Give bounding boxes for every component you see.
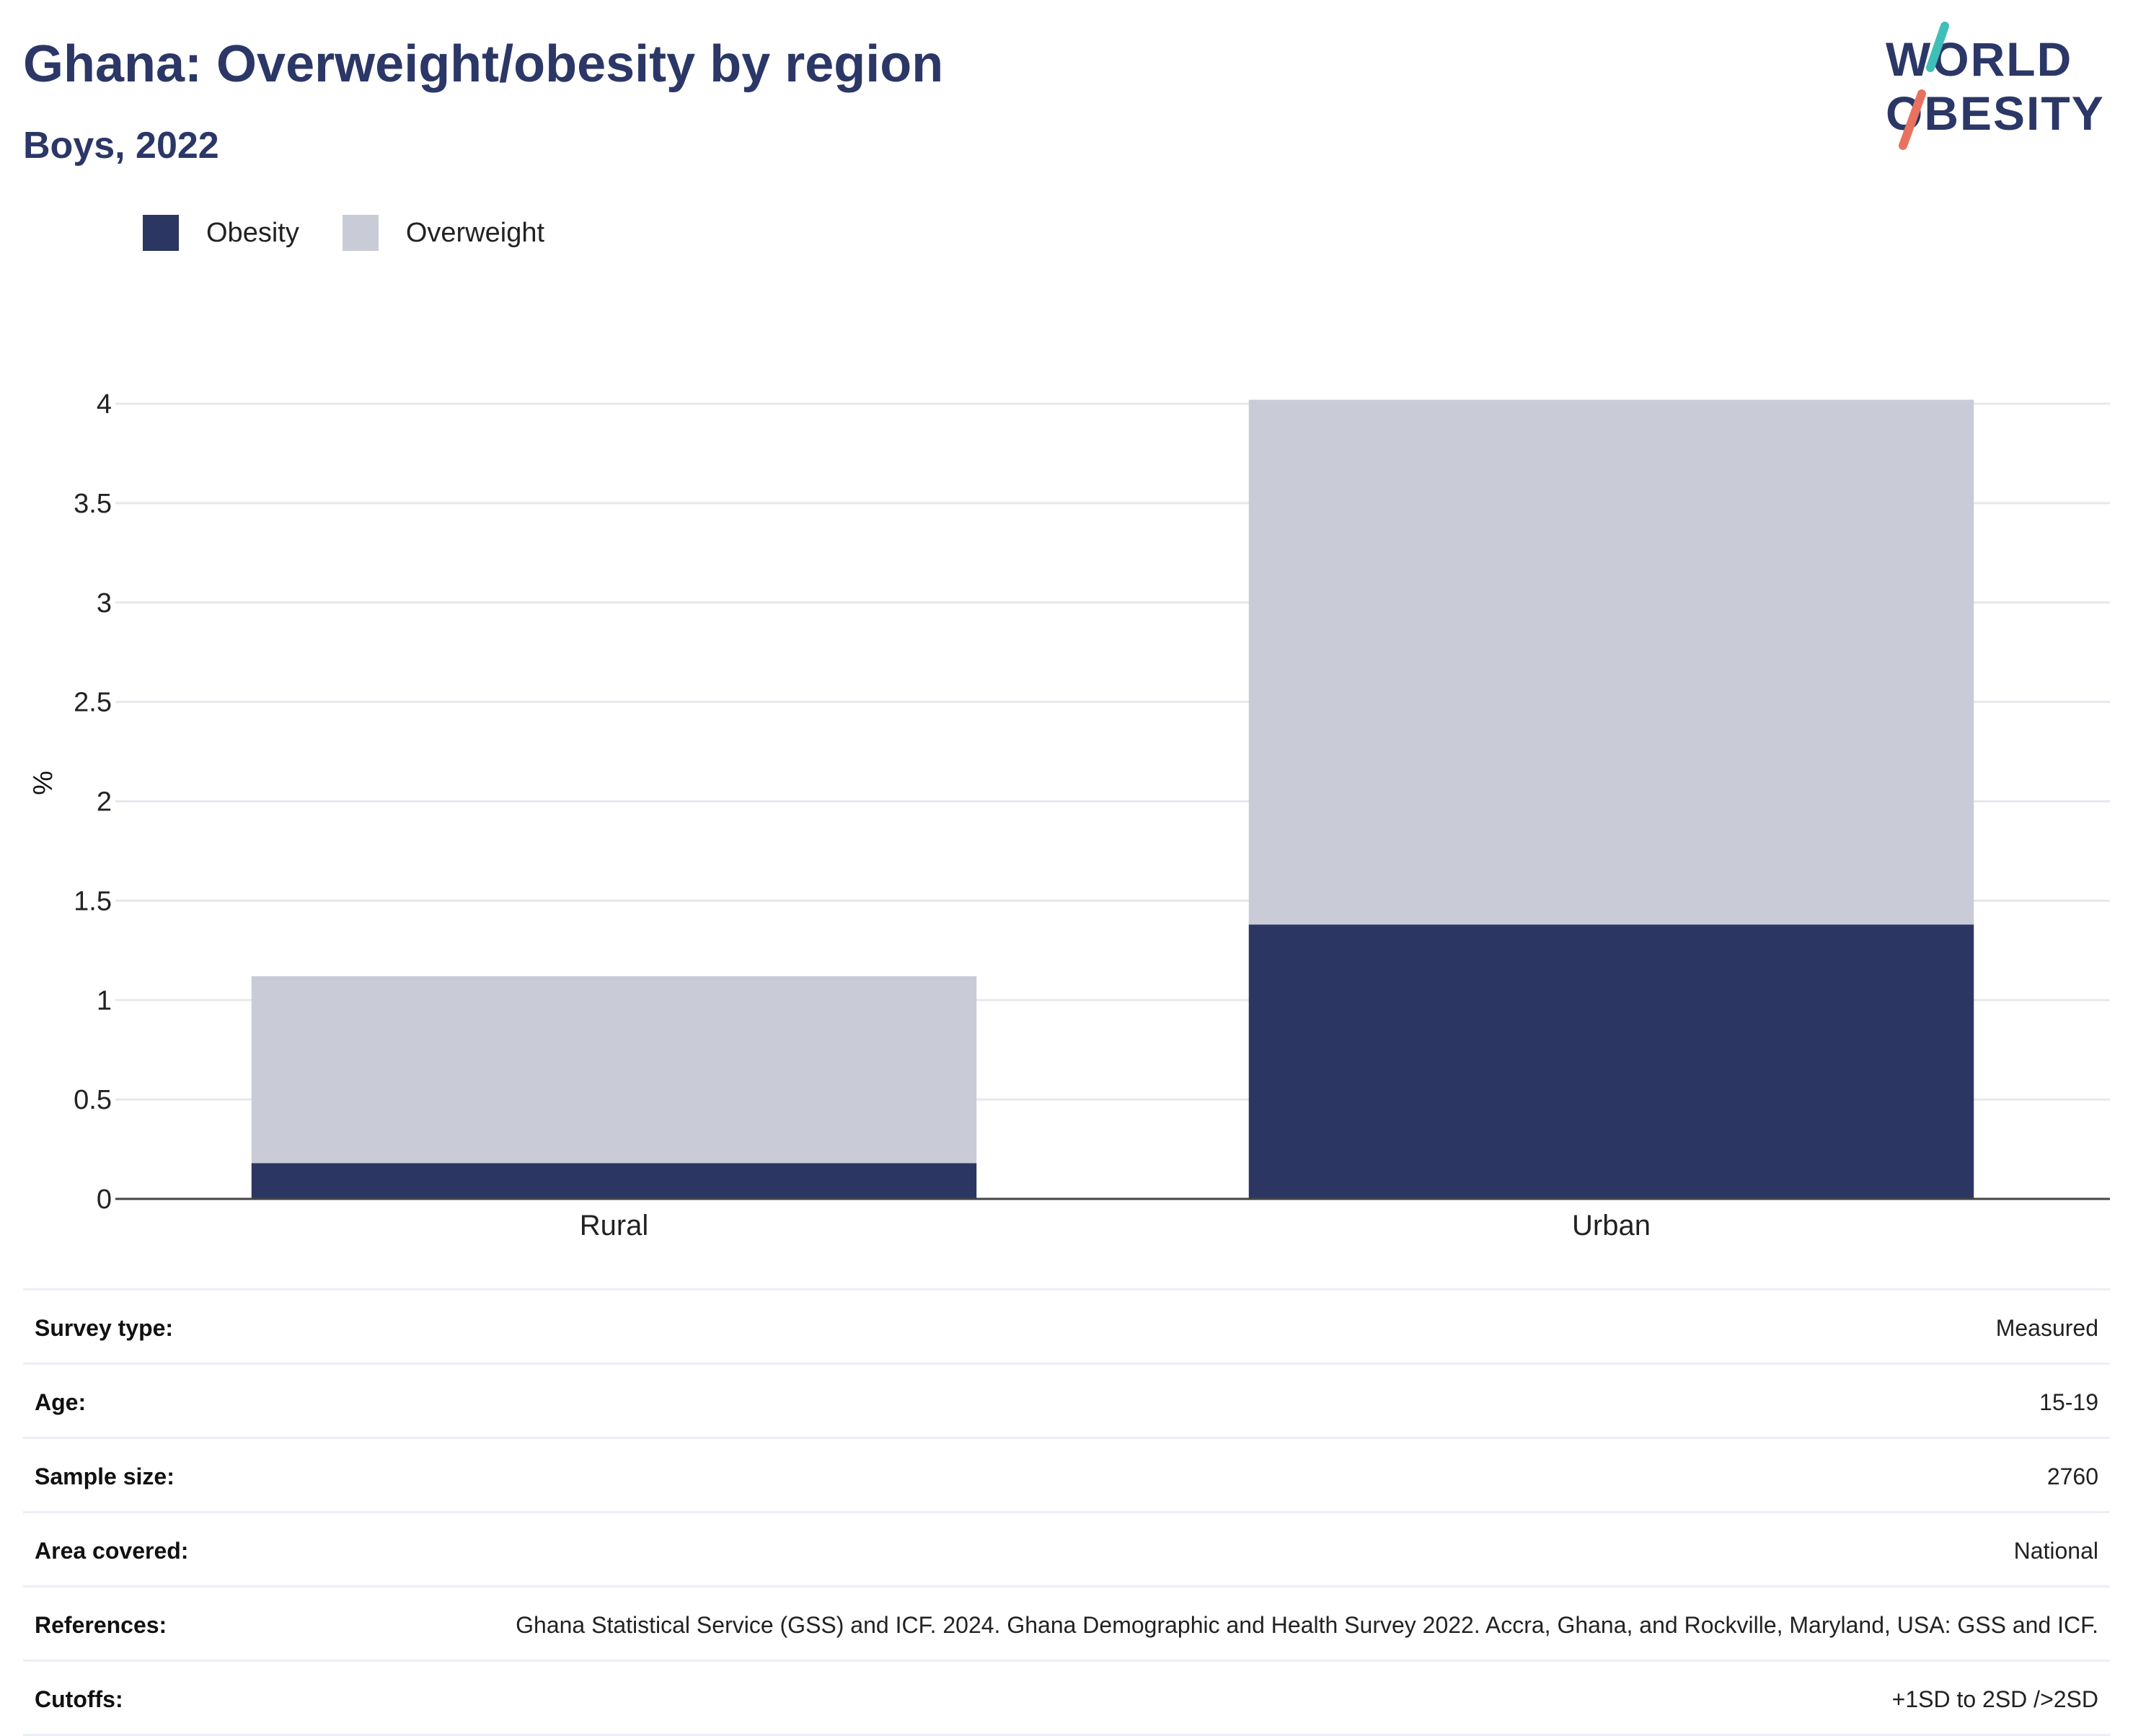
survey-info-table: Survey type: Measured Age: 15-19 Sample …: [23, 1288, 2110, 1736]
bar-overweight-urban: [1248, 399, 1974, 925]
info-value: 2760: [2046, 1463, 2098, 1489]
info-row-sample-size: Sample size: 2760: [23, 1437, 2110, 1511]
y-tick-label: 1: [97, 986, 112, 1016]
y-tick-label: 3: [97, 588, 112, 619]
info-value: Measured: [1995, 1315, 2098, 1341]
info-value: +1SD to 2SD />2SD: [1891, 1686, 2098, 1712]
logo-text-line1: WORLD: [1886, 32, 2072, 86]
info-value: 15-19: [2039, 1389, 2098, 1415]
info-label: References:: [35, 1612, 167, 1638]
logo-slash-top: [1926, 22, 1949, 72]
info-label: Area covered:: [35, 1538, 189, 1564]
y-tick-label: 0.5: [74, 1085, 112, 1115]
info-label: Cutoffs:: [35, 1686, 123, 1712]
info-label: Sample size:: [35, 1463, 175, 1489]
x-tick-label: Urban: [1572, 1210, 1651, 1241]
y-tick-label: 0: [97, 1184, 112, 1215]
legend-label-obesity: Obesity: [206, 217, 299, 248]
bar-obesity-rural: [251, 1163, 977, 1199]
y-axis-label: %: [28, 771, 58, 795]
axes: 0 0.5 1 1.5 2 2.5 3 3.5 4 Rural Urban: [74, 389, 2110, 1241]
chart-title: Ghana: Overweight/obesity by region: [23, 35, 944, 93]
info-value: National: [2013, 1538, 2098, 1564]
world-obesity-logo: WORLD OBESITY: [1886, 22, 2103, 150]
legend-swatch-obesity: [143, 215, 179, 251]
info-label: Age:: [35, 1389, 87, 1415]
bars: [251, 399, 1974, 1199]
y-tick-label: 2: [97, 787, 112, 818]
x-tick-label: Rural: [580, 1210, 649, 1241]
bar-obesity-urban: [1248, 924, 1974, 1199]
y-tick-label: 1.5: [74, 886, 112, 916]
info-row-age: Age: 15-19: [23, 1363, 2110, 1437]
legend-swatch-overweight: [342, 215, 379, 251]
bar-chart: 0 0.5 1 1.5 2 2.5 3 3.5 4 Rural Urban %: [28, 389, 2110, 1241]
y-tick-label: 3.5: [74, 489, 112, 519]
info-value: Ghana Statistical Service (GSS) and ICF.…: [516, 1612, 2098, 1638]
info-label: Survey type:: [35, 1315, 174, 1341]
legend-item-overweight[interactable]: Overweight: [342, 215, 545, 251]
bar-overweight-rural: [251, 976, 977, 1164]
y-tick-label: 4: [97, 389, 112, 420]
legend-item-obesity[interactable]: Obesity: [143, 215, 299, 251]
info-row-survey-type: Survey type: Measured: [23, 1288, 2110, 1363]
info-row-area-covered: Area covered: National: [23, 1511, 2110, 1585]
chart-subtitle: Boys, 2022: [23, 125, 219, 167]
info-row-cutoffs: Cutoffs: +1SD to 2SD />2SD: [23, 1660, 2110, 1736]
legend: Obesity Overweight: [143, 215, 588, 251]
legend-label-overweight: Overweight: [405, 217, 545, 248]
logo-slash-bottom: [1899, 89, 1926, 150]
y-tick-label: 2.5: [74, 688, 112, 718]
info-row-references: References: Ghana Statistical Service (G…: [23, 1585, 2110, 1660]
